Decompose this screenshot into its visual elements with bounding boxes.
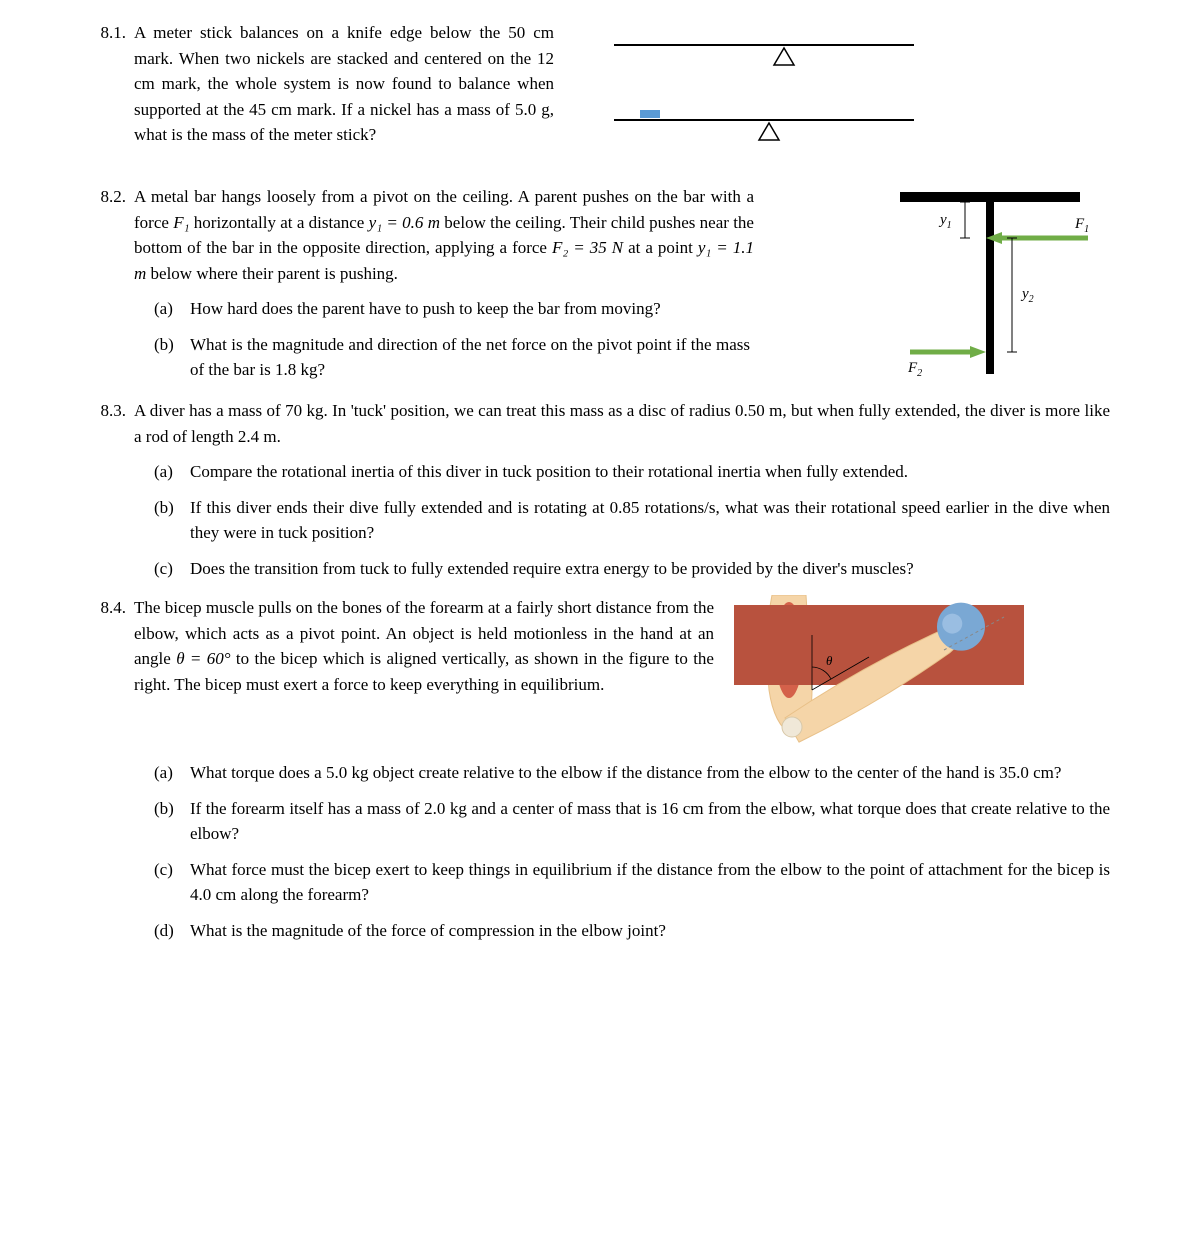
problem-8-4-intro: The bicep muscle pulls on the bones of t… — [134, 595, 714, 697]
fulcrum-top — [774, 48, 794, 65]
problem-body: A metal bar hangs loosely from a pivot o… — [134, 184, 1110, 384]
subpart-8-2-a: (a) How hard does the parent have to pus… — [154, 296, 850, 322]
subpart-text: What torque does a 5.0 kg object create … — [190, 760, 1110, 786]
subpart-8-4-a: (a) What torque does a 5.0 kg object cre… — [154, 760, 1110, 786]
subpart-label: (c) — [154, 857, 190, 908]
problem-8-3-intro: A diver has a mass of 70 kg. In 'tuck' p… — [134, 398, 1110, 449]
problem-8-2-row: A metal bar hangs loosely from a pivot o… — [134, 184, 1110, 384]
subpart-8-3-c: (c) Does the transition from tuck to ful… — [154, 556, 1110, 582]
subpart-label: (b) — [154, 495, 190, 546]
subpart-label: (c) — [154, 556, 190, 582]
problem-8-1: 8.1. A meter stick balances on a knife e… — [90, 20, 1110, 170]
subpart-text: What is the magnitude of the force of co… — [190, 918, 1110, 944]
ceiling-icon — [900, 192, 1080, 202]
problem-number: 8.3. — [90, 398, 134, 424]
figure-8-1 — [574, 20, 944, 170]
problem-8-2: 8.2. A metal bar hangs loosely from a pi… — [90, 184, 1110, 384]
problem-8-2-intro: A metal bar hangs loosely from a pivot o… — [134, 184, 754, 286]
subpart-8-4-d: (d) What is the magnitude of the force o… — [154, 918, 1110, 944]
subpart-text: If the forearm itself has a mass of 2.0 … — [190, 796, 1110, 847]
subpart-text: What is the magnitude and direction of t… — [190, 332, 750, 383]
problem-8-1-text: A meter stick balances on a knife edge b… — [134, 20, 554, 148]
subpart-label: (b) — [154, 332, 190, 383]
y2-label: y2 — [1020, 286, 1034, 305]
problem-number: 8.4. — [90, 595, 134, 621]
elbow-joint — [782, 717, 802, 737]
problem-body: A meter stick balances on a knife edge b… — [134, 20, 1110, 170]
subpart-label: (a) — [154, 296, 190, 322]
problem-8-3: 8.3. A diver has a mass of 70 kg. In 'tu… — [90, 398, 1110, 581]
subpart-text: Compare the rotational inertia of this d… — [190, 459, 1110, 485]
subpart-text: How hard does the parent have to push to… — [190, 296, 710, 322]
problem-body: The bicep muscle pulls on the bones of t… — [134, 595, 1110, 943]
figure-8-4: θ — [734, 595, 1024, 750]
problem-body: A diver has a mass of 70 kg. In 'tuck' p… — [134, 398, 1110, 581]
subpart-label: (d) — [154, 918, 190, 944]
problem-8-1-row: A meter stick balances on a knife edge b… — [134, 20, 1110, 170]
y1-label: y1 — [938, 212, 952, 231]
figure-8-2: y1 F1 y2 F2 — [870, 184, 1110, 384]
subpart-label: (b) — [154, 796, 190, 847]
subpart-8-3-b: (b) If this diver ends their dive fully … — [154, 495, 1110, 546]
subpart-8-3-a: (a) Compare the rotational inertia of th… — [154, 459, 1110, 485]
theta-label: θ — [826, 653, 833, 668]
fulcrum-bottom — [759, 123, 779, 140]
subpart-8-2-b: (b) What is the magnitude and direction … — [154, 332, 850, 383]
problem-number: 8.2. — [90, 184, 134, 210]
subpart-text: If this diver ends their dive fully exte… — [190, 495, 1110, 546]
problem-8-4: 8.4. The bicep muscle pulls on the bones… — [90, 595, 1110, 943]
f2-label: F2 — [907, 360, 922, 379]
subpart-label: (a) — [154, 459, 190, 485]
problem-8-2-textcol: A metal bar hangs loosely from a pivot o… — [134, 184, 850, 383]
subpart-8-4-b: (b) If the forearm itself has a mass of … — [154, 796, 1110, 847]
subpart-label: (a) — [154, 760, 190, 786]
subpart-8-4-c: (c) What force must the bicep exert to k… — [154, 857, 1110, 908]
problem-8-4-row: The bicep muscle pulls on the bones of t… — [134, 595, 1110, 750]
f1-label: F1 — [1074, 216, 1089, 235]
nickels-icon — [640, 110, 660, 118]
subpart-text: Does the transition from tuck to fully e… — [190, 556, 1110, 582]
subpart-text: What force must the bicep exert to keep … — [190, 857, 1110, 908]
bar-icon — [986, 202, 994, 374]
problem-number: 8.1. — [90, 20, 134, 46]
